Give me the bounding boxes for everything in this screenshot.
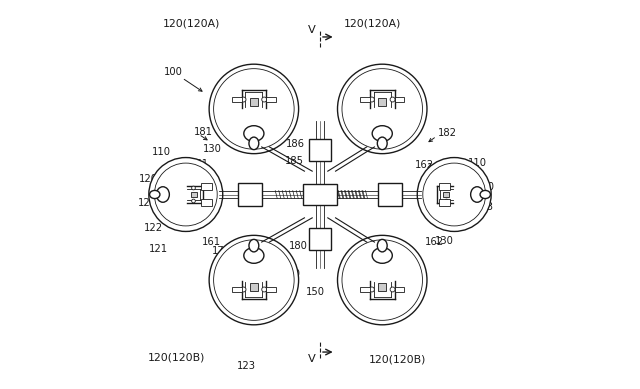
Text: 162: 162 (425, 237, 444, 247)
Circle shape (337, 64, 427, 154)
Text: 130: 130 (204, 144, 222, 154)
Bar (303, 184, 337, 205)
Circle shape (342, 240, 422, 321)
Circle shape (191, 199, 195, 203)
Text: 180: 180 (289, 241, 308, 251)
Bar (201, 198, 212, 206)
Bar (443, 191, 449, 198)
Circle shape (154, 163, 217, 226)
Bar (266, 97, 276, 102)
Circle shape (214, 240, 294, 321)
Text: 120(120B): 120(120B) (369, 355, 426, 365)
Bar (266, 287, 276, 292)
Bar (394, 287, 404, 292)
Text: 160: 160 (427, 163, 446, 173)
Bar (309, 228, 331, 250)
Circle shape (209, 64, 299, 154)
Text: 123: 123 (237, 361, 255, 371)
Text: 123: 123 (475, 202, 494, 212)
Ellipse shape (470, 187, 484, 202)
Bar (394, 97, 404, 102)
Circle shape (369, 97, 374, 102)
Bar (439, 198, 451, 206)
Text: 120: 120 (476, 182, 495, 192)
Circle shape (262, 287, 267, 292)
Text: V: V (308, 354, 316, 364)
Bar (238, 183, 262, 206)
Circle shape (241, 97, 246, 102)
Ellipse shape (372, 248, 392, 263)
Circle shape (342, 69, 422, 149)
Bar (191, 191, 197, 198)
Text: 150: 150 (305, 287, 324, 297)
Bar (232, 287, 241, 292)
Text: 186: 186 (286, 139, 305, 149)
Bar (360, 287, 370, 292)
Ellipse shape (150, 191, 160, 198)
Bar (250, 283, 258, 291)
Circle shape (149, 158, 223, 231)
Text: 110: 110 (152, 147, 171, 157)
Text: 120: 120 (139, 174, 158, 184)
Circle shape (191, 186, 195, 190)
Ellipse shape (372, 126, 392, 141)
Circle shape (262, 97, 267, 102)
Bar (378, 183, 402, 206)
Circle shape (390, 287, 395, 292)
Text: 130: 130 (435, 236, 454, 246)
Bar (439, 183, 451, 191)
Ellipse shape (378, 137, 387, 150)
Ellipse shape (156, 187, 170, 202)
Text: 160: 160 (282, 269, 301, 279)
Text: 123: 123 (138, 198, 157, 208)
Circle shape (369, 287, 374, 292)
Text: 162: 162 (415, 160, 435, 170)
Bar (378, 283, 387, 291)
Text: 181: 181 (193, 127, 212, 137)
Bar (250, 98, 258, 106)
Text: V: V (308, 25, 316, 35)
Bar (309, 139, 331, 161)
Text: 161: 161 (202, 237, 221, 247)
Text: 182: 182 (438, 128, 456, 138)
Circle shape (390, 97, 395, 102)
Circle shape (445, 186, 449, 190)
Text: 170: 170 (212, 246, 231, 256)
Bar (232, 97, 241, 102)
Bar (378, 98, 387, 106)
Circle shape (214, 69, 294, 149)
Text: 122: 122 (144, 223, 163, 233)
Ellipse shape (249, 137, 259, 150)
Text: 120(120A): 120(120A) (344, 18, 401, 28)
Bar (201, 183, 212, 191)
Circle shape (445, 199, 449, 203)
Text: 161: 161 (190, 159, 209, 169)
Ellipse shape (378, 239, 387, 252)
Text: 120(120A): 120(120A) (163, 18, 220, 28)
Text: 120(120B): 120(120B) (147, 353, 205, 363)
Text: 185: 185 (285, 156, 304, 166)
Ellipse shape (244, 248, 264, 263)
Circle shape (423, 163, 486, 226)
Circle shape (337, 235, 427, 325)
Circle shape (209, 235, 299, 325)
Bar (360, 97, 370, 102)
Ellipse shape (480, 191, 490, 198)
Circle shape (241, 287, 246, 292)
Ellipse shape (249, 239, 259, 252)
Circle shape (417, 158, 491, 231)
Text: 110: 110 (468, 158, 487, 168)
Ellipse shape (244, 126, 264, 141)
Text: 100: 100 (164, 67, 182, 77)
Text: 121: 121 (149, 244, 168, 254)
